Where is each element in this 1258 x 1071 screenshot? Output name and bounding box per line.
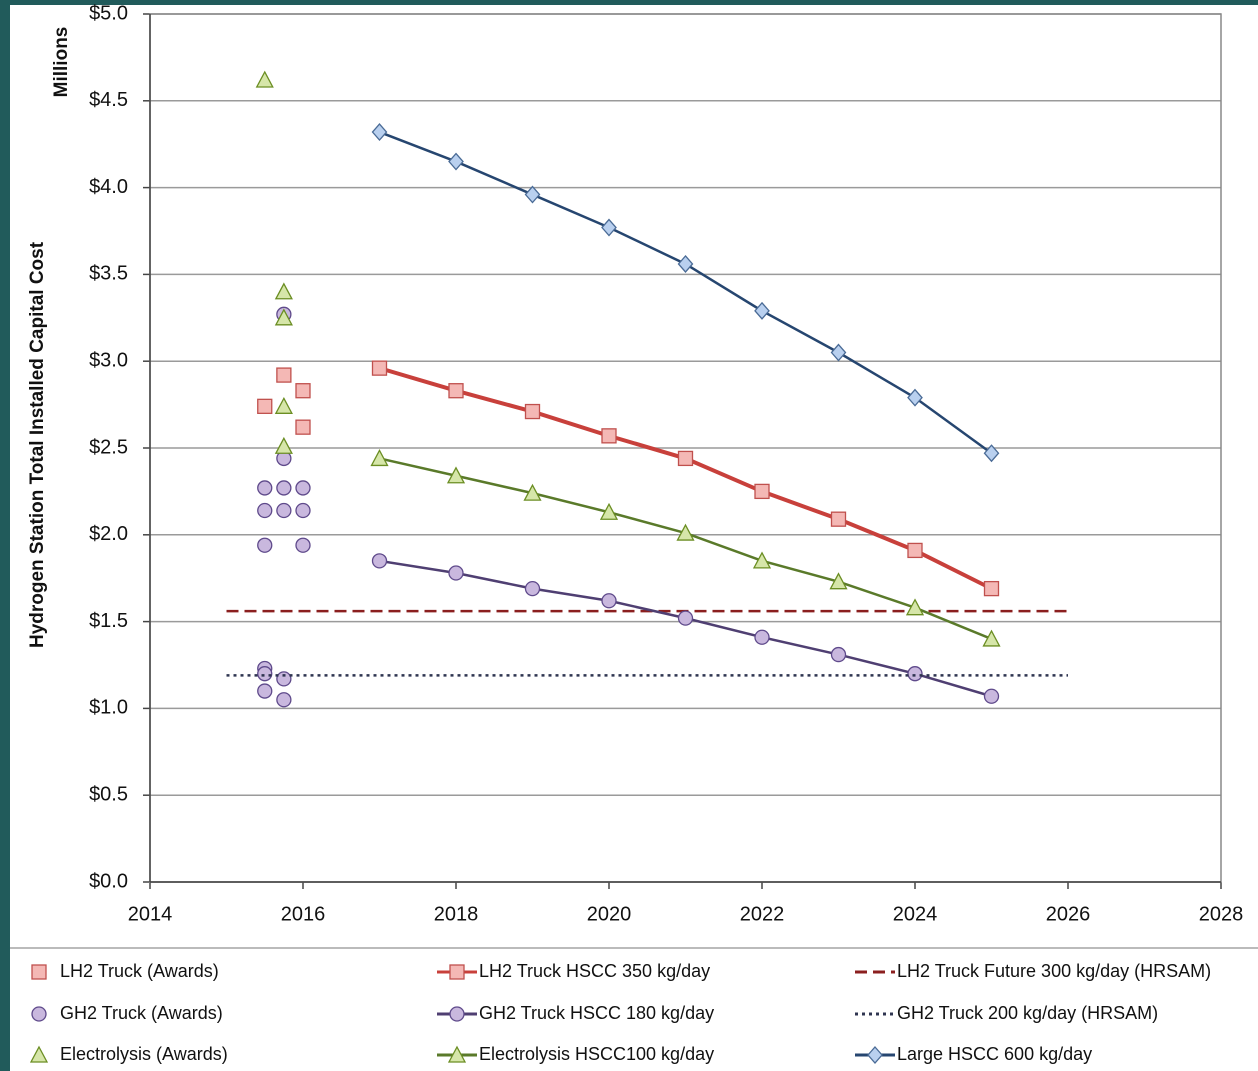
marker (601, 593, 617, 609)
y-tick-label: $2.5 (89, 436, 128, 458)
legend-label: Large HSCC 600 kg/day (897, 1044, 1092, 1064)
marker (371, 360, 388, 376)
y-tick-label: $0.0 (89, 870, 128, 892)
legend-label: LH2 Truck Future 300 kg/day (HRSAM) (897, 961, 1211, 981)
y-unit: Millions (51, 27, 72, 98)
y-tick-label: $4.5 (89, 89, 128, 111)
marker (983, 444, 1000, 463)
marker (276, 480, 292, 496)
marker (370, 449, 389, 467)
legend-label: LH2 Truck HSCC 350 kg/day (479, 961, 710, 981)
marker (257, 666, 273, 682)
marker (867, 1046, 883, 1064)
marker (523, 483, 542, 501)
y-tick-label: $1.5 (89, 610, 128, 632)
marker (371, 553, 388, 569)
marker (276, 367, 292, 383)
x-tick-label: 2028 (1199, 903, 1244, 925)
marker (752, 551, 772, 569)
marker (295, 480, 311, 496)
marker (276, 502, 292, 519)
marker (371, 123, 388, 142)
x-tick-label: 2016 (281, 903, 326, 925)
legend-label: Electrolysis (Awards) (60, 1044, 228, 1064)
marker (830, 646, 847, 663)
marker (677, 610, 694, 626)
y-tick-label: $1.0 (89, 697, 128, 719)
marker (29, 1045, 49, 1063)
marker (754, 629, 770, 645)
marker (449, 964, 465, 980)
legend-label: LH2 Truck (Awards) (60, 961, 219, 981)
marker (754, 301, 770, 320)
marker (524, 403, 541, 420)
marker (677, 254, 694, 273)
marker (829, 572, 848, 590)
marker (830, 511, 847, 527)
y-tick-label: $2.0 (89, 523, 128, 545)
marker (295, 502, 311, 519)
marker (448, 383, 464, 399)
x-tick-label: 2018 (434, 903, 479, 925)
marker (257, 398, 273, 414)
marker (524, 580, 541, 597)
x-tick-label: 2022 (740, 903, 785, 925)
marker (448, 565, 464, 581)
marker (983, 688, 1000, 704)
marker (905, 598, 925, 616)
marker (255, 70, 274, 88)
marker (446, 466, 466, 484)
y-tick-label: $0.5 (89, 783, 128, 805)
marker (983, 580, 1000, 597)
marker (601, 428, 617, 444)
background (10, 5, 1258, 1071)
marker (907, 666, 923, 682)
marker (257, 480, 273, 496)
legend-label: Electrolysis HSCC100 kg/day (479, 1044, 714, 1064)
legend-label: GH2 Truck (Awards) (60, 1003, 223, 1023)
marker (754, 483, 770, 500)
y-tick-label: $5.0 (89, 2, 128, 24)
legend-label: GH2 Truck 200 kg/day (HRSAM) (897, 1003, 1158, 1023)
marker (274, 282, 293, 300)
marker (274, 396, 293, 414)
marker (276, 671, 292, 687)
legend-label: GH2 Truck HSCC 180 kg/day (479, 1003, 714, 1023)
marker (447, 1045, 467, 1063)
marker (830, 343, 847, 362)
marker (599, 502, 619, 520)
marker (448, 152, 464, 171)
x-tick-label: 2026 (1046, 903, 1091, 925)
marker (982, 629, 1001, 647)
marker (257, 683, 273, 699)
x-tick-label: 2020 (587, 903, 632, 925)
marker (295, 383, 311, 399)
marker (295, 537, 311, 553)
marker (257, 502, 273, 519)
y-axis-label: Hydrogen Station Total Installed Capital… (27, 241, 48, 648)
y-tick-label: $3.0 (89, 349, 128, 371)
x-tick-label: 2014 (128, 903, 173, 925)
marker (31, 1006, 47, 1022)
marker (449, 1006, 465, 1022)
marker (677, 450, 694, 467)
marker (524, 185, 541, 204)
marker (257, 537, 273, 553)
marker (676, 523, 695, 541)
marker (907, 388, 923, 407)
marker (601, 218, 617, 237)
marker (274, 308, 293, 326)
marker (276, 692, 292, 708)
marker (295, 419, 311, 435)
marker (31, 964, 47, 980)
marker (274, 436, 293, 454)
y-tick-label: $4.0 (89, 176, 128, 198)
y-tick-label: $3.5 (89, 263, 128, 285)
x-tick-label: 2024 (893, 903, 938, 925)
marker (907, 542, 923, 559)
